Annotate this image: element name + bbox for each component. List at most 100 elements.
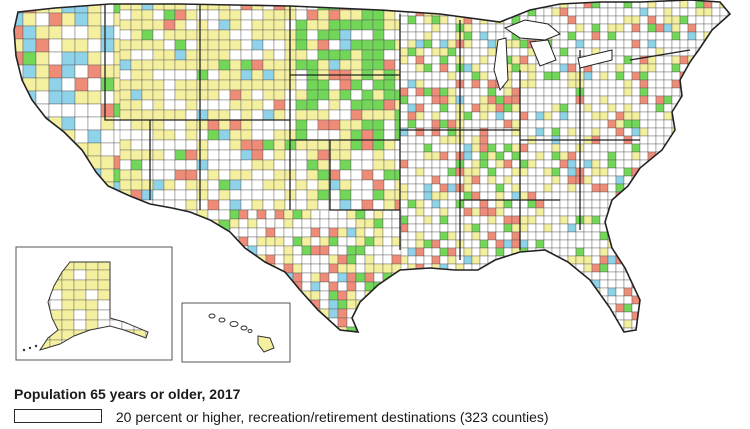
county-cell <box>559 55 569 65</box>
county-cell <box>423 191 433 201</box>
county-cell <box>301 227 312 238</box>
county-cell <box>471 167 481 177</box>
county-cell <box>35 64 50 79</box>
county-cell <box>615 159 625 169</box>
county-cell <box>479 191 489 201</box>
county-cell <box>207 179 220 191</box>
county-cell <box>407 311 417 321</box>
county-cell <box>364 326 375 332</box>
county-cell <box>423 79 433 89</box>
county-cell <box>447 23 457 33</box>
county-cell <box>22 25 37 40</box>
county-cell <box>727 31 730 41</box>
county-cell <box>567 151 577 161</box>
county-cell <box>350 109 363 121</box>
county-cell <box>607 223 617 233</box>
state-boundaries <box>104 4 691 260</box>
county-cell <box>543 279 553 289</box>
county-cell <box>671 183 681 193</box>
county-cell <box>207 189 220 201</box>
county-cell <box>663 127 673 137</box>
county-cell <box>317 29 330 41</box>
county-cell <box>113 207 128 222</box>
county-cell <box>487 151 497 161</box>
county-cell <box>471 15 481 25</box>
county-cell <box>511 223 521 233</box>
county-cell <box>671 327 681 332</box>
county-cell <box>535 199 545 209</box>
county-cell <box>130 119 143 131</box>
county-cell <box>687 175 697 185</box>
county-cell <box>265 245 276 256</box>
county-cell <box>415 127 425 137</box>
county-cell <box>679 15 689 25</box>
county-cell <box>583 7 593 17</box>
county-cell <box>238 254 249 265</box>
county-cell <box>671 287 681 297</box>
county-cell <box>22 64 37 79</box>
county-cell <box>527 287 537 297</box>
county-cell <box>559 151 569 161</box>
county-cell <box>463 271 473 281</box>
county-cell <box>355 272 366 283</box>
county-cell <box>356 336 365 345</box>
county-cell <box>471 71 481 81</box>
county-cell <box>479 151 489 161</box>
county-cell <box>719 23 729 33</box>
county-cell <box>639 47 649 57</box>
county-cell <box>163 39 176 51</box>
county-cell <box>87 129 102 144</box>
county-cell <box>229 19 242 31</box>
county-cell <box>607 127 617 137</box>
county-cell <box>631 247 641 257</box>
county-cell <box>503 239 513 249</box>
county-cell <box>623 47 633 57</box>
county-cell <box>711 223 721 233</box>
county-cell <box>543 239 553 249</box>
county-cell <box>487 271 497 281</box>
county-cell <box>185 49 198 61</box>
county-cell <box>74 155 89 170</box>
county-cell <box>447 295 457 305</box>
county-cell <box>479 143 489 153</box>
county-cell <box>22 155 37 170</box>
county-cell <box>623 303 633 313</box>
county-cell <box>350 99 363 111</box>
county-cell <box>479 207 489 217</box>
county-cell <box>551 63 561 73</box>
county-cell <box>141 129 154 141</box>
county-cell <box>407 15 417 25</box>
county-cell <box>599 111 609 121</box>
county-cell <box>639 319 649 329</box>
county-cell <box>48 168 63 183</box>
county-cell <box>407 279 417 289</box>
county-cell <box>274 227 285 238</box>
county-cell <box>229 109 242 121</box>
county-cell <box>567 39 577 49</box>
county-cell <box>48 142 63 157</box>
county-cell <box>487 239 497 249</box>
county-cell <box>97 279 111 291</box>
county-cell <box>736 56 744 64</box>
county-cell <box>615 79 625 89</box>
county-cell <box>218 79 231 91</box>
county-cell <box>647 135 657 145</box>
county-cell <box>567 199 577 209</box>
county-cell <box>207 119 220 131</box>
county-cell <box>703 103 713 113</box>
county-cell <box>328 236 339 247</box>
county-cell <box>479 319 489 329</box>
county-cell <box>415 159 425 169</box>
county-cell <box>319 218 330 229</box>
county-cell <box>663 63 673 73</box>
county-cell <box>567 295 577 305</box>
county-cell <box>431 23 441 33</box>
county-cell <box>703 311 713 321</box>
county-cell <box>536 336 544 344</box>
county-cell <box>364 299 375 310</box>
county-cell <box>623 287 633 297</box>
county-cell <box>346 227 357 238</box>
county-cell <box>262 89 275 101</box>
county-cell <box>655 63 665 73</box>
county-cell <box>273 199 286 211</box>
